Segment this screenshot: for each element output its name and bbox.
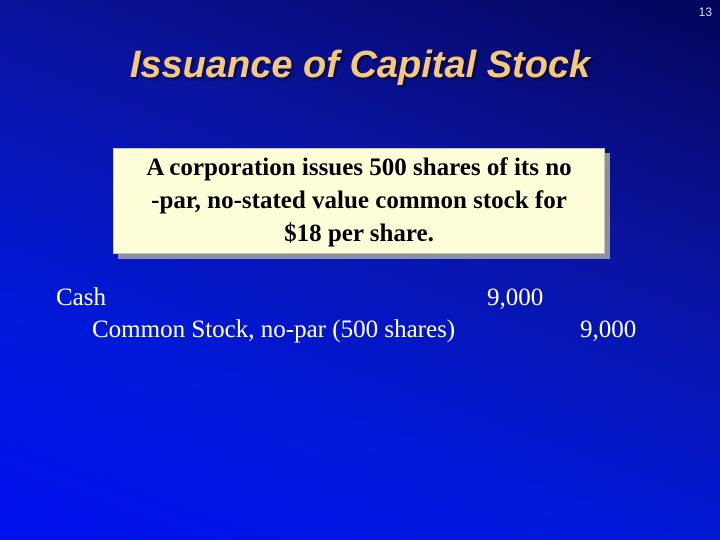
credit-account: Common Stock, no-par (500 shares) bbox=[92, 316, 456, 343]
problem-line: $18 per share. bbox=[284, 220, 434, 247]
credit-amount: 9,000 bbox=[580, 316, 637, 343]
problem-box: A corporation issues 500 shares of its n… bbox=[113, 148, 605, 254]
problem-line: -par, no-stated value common stock for bbox=[151, 187, 567, 214]
debit-account: Cash bbox=[56, 284, 106, 311]
slide-title: Issuance of Capital Stock bbox=[0, 44, 720, 87]
page-number: 13 bbox=[698, 5, 712, 19]
slide-title-text: Issuance of Capital Stock bbox=[129, 44, 591, 86]
debit-amount: 9,000 bbox=[487, 284, 544, 311]
problem-line: A corporation issues 500 shares of its n… bbox=[146, 154, 572, 181]
